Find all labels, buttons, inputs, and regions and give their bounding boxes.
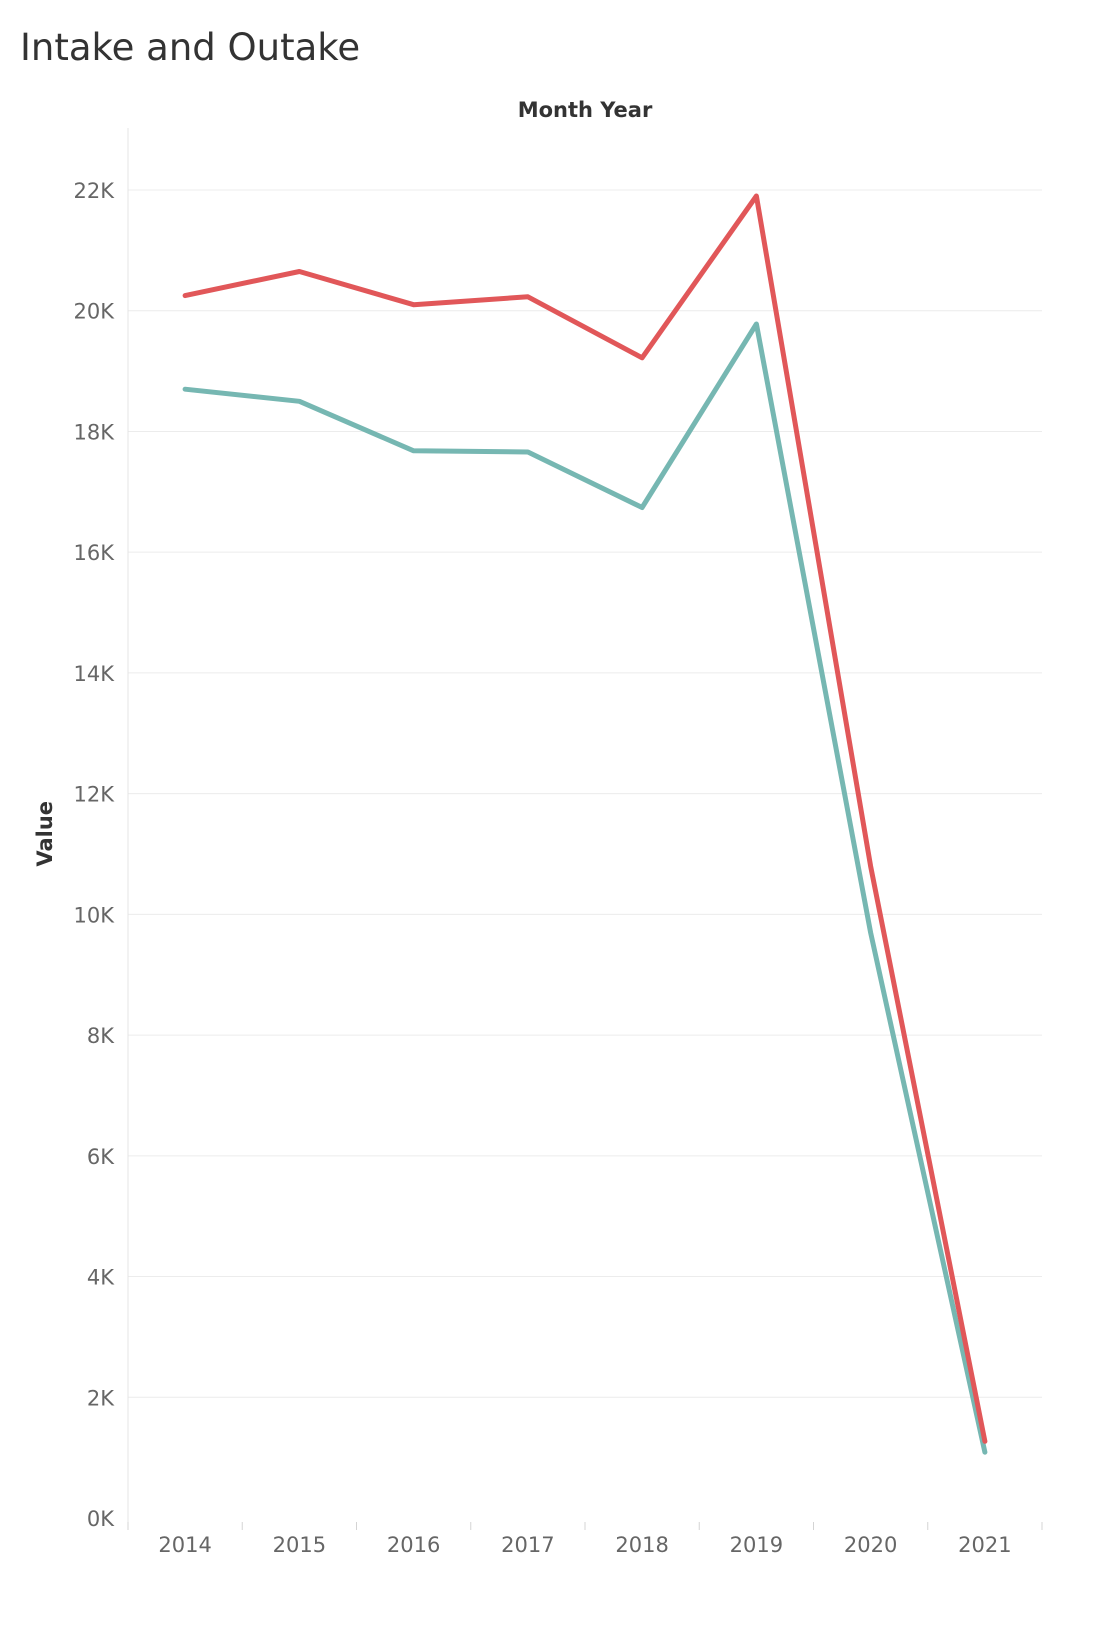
y-axis-label: Value: [33, 801, 57, 867]
series-lines: [182, 193, 988, 1455]
y-tick-label: 2K: [87, 1386, 115, 1410]
x-tick-label: 2016: [387, 1533, 440, 1557]
y-tick-label: 8K: [87, 1024, 115, 1048]
x-tick-label: 2015: [273, 1533, 326, 1557]
y-axis-ticks: 0K 2K 4K 6K 8K 10K 12K 14K 16K 18K 20K 22K: [74, 179, 116, 1531]
y-tick-label: 12K: [74, 783, 116, 807]
y-tick-label: 16K: [74, 541, 116, 565]
x-axis-ticks: 2014 2015 2016 2017 2018 2019 2020 2021: [127, 1522, 1043, 1557]
y-tick-label: 6K: [87, 1145, 115, 1169]
y-tick-label: 20K: [74, 300, 116, 324]
y-tick-label: 0K: [87, 1507, 115, 1531]
x-tick-label: 2019: [730, 1533, 783, 1557]
x-tick-label: 2014: [158, 1533, 211, 1557]
y-tick-label: 14K: [74, 662, 116, 686]
chart-title: Intake and Outake: [20, 26, 361, 69]
y-tick-label: 18K: [74, 420, 116, 444]
series-line: [182, 321, 988, 1455]
x-tick-label: 2021: [958, 1533, 1011, 1557]
x-tick-label: 2018: [615, 1533, 668, 1557]
y-tick-label: 4K: [87, 1266, 115, 1290]
x-axis-header: Month Year: [518, 98, 653, 122]
gridlines: [128, 189, 1042, 1398]
series-line: [182, 193, 988, 1444]
y-tick-label: 22K: [74, 179, 116, 203]
y-tick-label: 10K: [74, 903, 116, 927]
x-tick-label: 2020: [844, 1533, 897, 1557]
x-tick-label: 2017: [501, 1533, 554, 1557]
